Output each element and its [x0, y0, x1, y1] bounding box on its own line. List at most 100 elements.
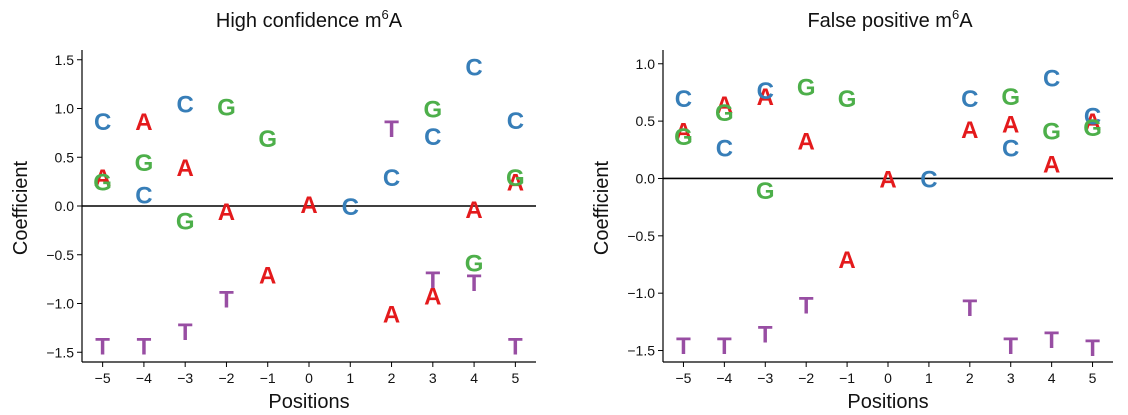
point-g: G [93, 170, 112, 197]
y-tick-label: 0.0 [636, 170, 656, 186]
point-g: G [506, 165, 525, 192]
x-tick-label: 0 [884, 370, 892, 386]
y-tick-label: −1.0 [46, 296, 74, 312]
point-t: T [799, 293, 814, 320]
x-axis-label: Positions [268, 391, 349, 413]
y-tick-label: 1.0 [55, 101, 75, 117]
y-tick-label: −0.5 [627, 228, 655, 244]
chart-title-main: False positive m [807, 10, 952, 32]
y-tick-label: 0.0 [55, 198, 75, 214]
point-t: T [95, 333, 110, 360]
point-c: C [1043, 66, 1060, 93]
x-tick-label: 1 [925, 370, 933, 386]
point-g: G [1042, 118, 1061, 145]
chart-title-suffix: A [959, 10, 973, 32]
x-tick-label: −5 [95, 370, 111, 386]
point-a: A [259, 262, 276, 289]
y-tick-label: −1.5 [627, 343, 655, 359]
point-g: G [756, 178, 775, 205]
point-a: A [838, 247, 855, 274]
point-t: T [384, 116, 399, 143]
point-g: G [838, 86, 857, 113]
point-t: T [962, 295, 977, 322]
point-c: C [507, 108, 524, 135]
chart-title-main: High confidence m [216, 10, 382, 32]
point-t: T [1003, 333, 1018, 360]
point-t: T [219, 287, 234, 314]
chart-false-positive: False positive m6A−1.5−1.0−0.50.00.51.0−… [591, 7, 1113, 413]
point-g: G [217, 95, 236, 122]
point-g: G [1001, 84, 1020, 111]
point-g: G [715, 100, 734, 127]
y-tick-label: −1.0 [627, 285, 655, 301]
x-tick-label: 3 [429, 370, 437, 386]
point-c: C [94, 109, 111, 136]
point-a: A [1002, 111, 1019, 138]
point-g: G [176, 209, 195, 236]
point-a: A [1043, 152, 1060, 179]
point-a: A [507, 170, 524, 197]
point-a: A [135, 109, 152, 136]
point-t: T [137, 333, 152, 360]
y-tick-label: 1.0 [636, 56, 656, 72]
x-tick-label: −2 [218, 370, 234, 386]
x-tick-label: −3 [177, 370, 193, 386]
point-c: C [757, 78, 774, 105]
x-tick-label: 1 [346, 370, 354, 386]
y-tick-label: 0.5 [636, 113, 656, 129]
point-a: A [177, 155, 194, 182]
point-g: G [674, 124, 693, 151]
point-a: A [879, 166, 896, 193]
point-t: T [758, 321, 773, 348]
point-c: C [383, 165, 400, 192]
x-tick-label: −2 [798, 370, 814, 386]
point-c: C [135, 182, 152, 209]
y-tick-label: 0.5 [55, 149, 75, 165]
x-tick-label: −1 [260, 370, 276, 386]
x-tick-label: −5 [675, 370, 691, 386]
point-a: A [757, 84, 774, 111]
chart-title-suffix: A [389, 10, 403, 32]
point-a: A [94, 165, 111, 192]
point-a: A [465, 197, 482, 224]
point-a: A [961, 117, 978, 144]
y-tick-label: −1.5 [46, 344, 74, 360]
x-tick-label: 4 [470, 370, 478, 386]
x-tick-label: 5 [511, 370, 519, 386]
chart-title-superscript: 6 [952, 7, 959, 22]
point-a: A [300, 192, 317, 219]
point-a: A [798, 129, 815, 156]
point-g: G [797, 75, 816, 102]
point-t: T [717, 333, 732, 360]
x-tick-label: 3 [1007, 370, 1015, 386]
point-c: C [177, 92, 194, 119]
point-a: A [1084, 109, 1101, 136]
point-t: T [676, 333, 691, 360]
point-t: T [508, 333, 523, 360]
chart-title: High confidence m6A [216, 7, 403, 32]
point-a: A [716, 92, 733, 119]
chart-title: False positive m6A [807, 7, 973, 32]
chart-title-superscript: 6 [382, 7, 389, 22]
x-tick-label: −4 [716, 370, 732, 386]
point-c: C [920, 166, 937, 193]
point-a: A [218, 199, 235, 226]
point-c: C [424, 124, 441, 151]
point-c: C [342, 194, 359, 221]
x-tick-label: −1 [839, 370, 855, 386]
point-c: C [465, 55, 482, 82]
point-a: A [424, 284, 441, 311]
y-tick-label: 1.5 [55, 52, 75, 68]
x-tick-label: 0 [305, 370, 313, 386]
point-t: T [467, 270, 482, 297]
point-g: G [258, 126, 277, 153]
chart-high-confidence: High confidence m6A−1.5−1.0−0.50.00.51.0… [10, 7, 536, 413]
x-tick-label: −3 [757, 370, 773, 386]
x-tick-label: 2 [966, 370, 974, 386]
point-t: T [178, 319, 193, 346]
point-c: C [675, 86, 692, 113]
y-axis-label: Coefficient [591, 160, 613, 255]
point-t: T [1044, 327, 1059, 354]
point-c: C [961, 86, 978, 113]
